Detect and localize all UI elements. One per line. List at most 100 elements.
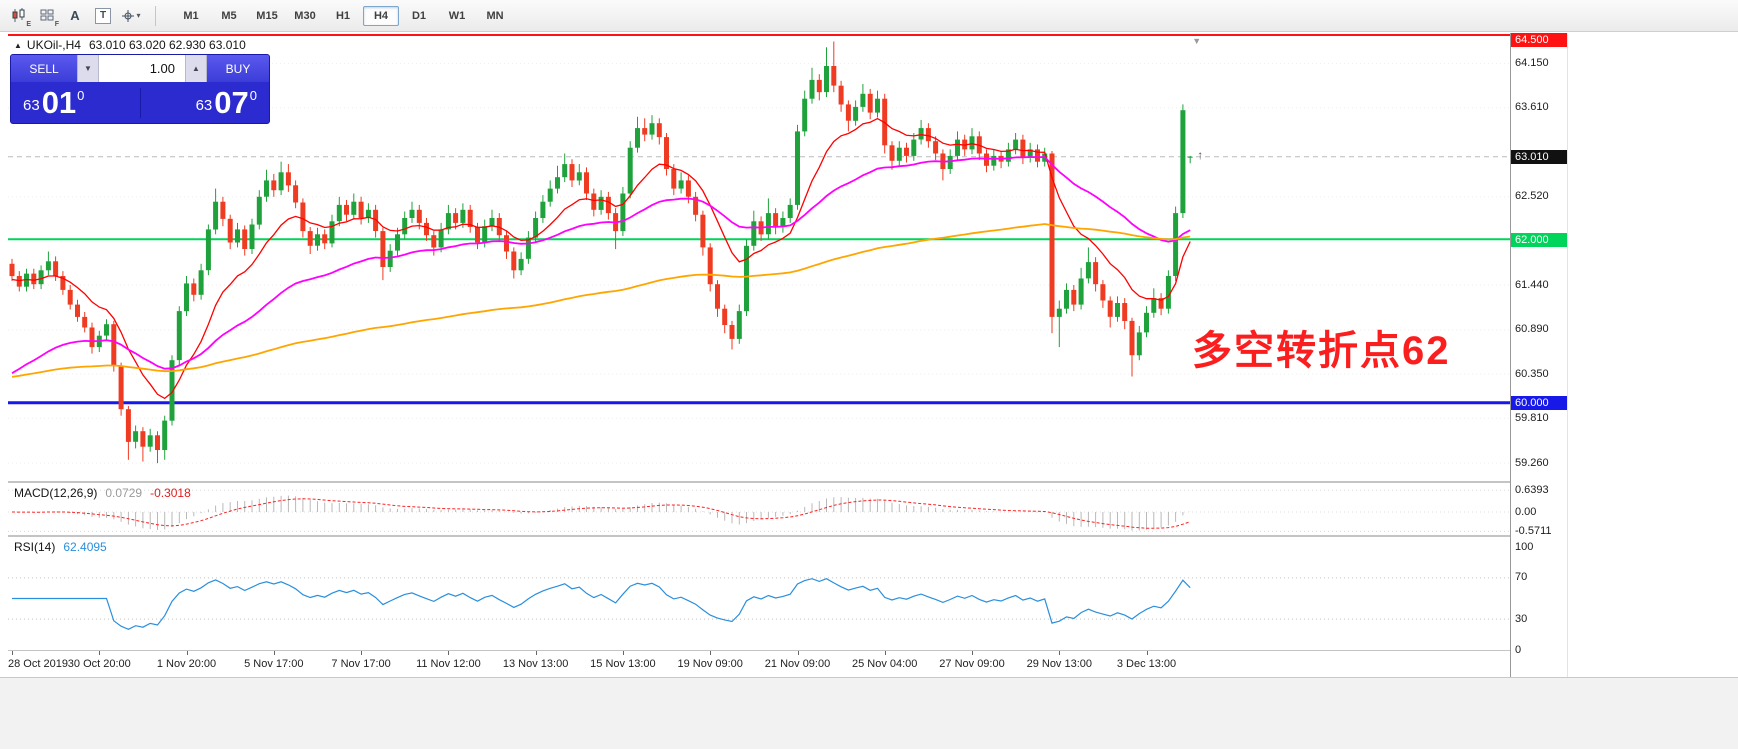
price-tick: 61.440 [1515,278,1549,291]
bid-fraction: 0 [77,88,85,103]
price-badge: 60.000 [1511,396,1568,411]
time-label: 7 Nov 17:00 [331,658,391,670]
rsi-panel[interactable] [8,537,1510,650]
bid-ask-row: 63 01 0 63 07 0 [11,82,269,123]
bid-big-figure: 63 [23,97,40,114]
time-label: 15 Nov 13:00 [590,658,656,670]
macd-canvas[interactable] [8,483,1510,535]
macd-panel[interactable] [8,483,1510,535]
tf-button-w1[interactable]: W1 [448,9,466,22]
symbol-info-line: ▲ UKOil-,H4 63.010 63.020 62.930 63.010 [14,38,246,52]
rsi-title: RSI(14) [14,540,56,554]
ma-slow-line [11,223,1191,378]
time-tick [884,651,886,655]
grid-icon[interactable]: F [34,4,60,28]
rsi-scale-tick: 100 [1515,540,1534,553]
time-tick [12,651,13,655]
toolbar-separator [155,5,156,26]
time-label: 13 Nov 13:00 [502,658,569,670]
bottom-empty-area [0,677,1738,749]
price-tick: 59.810 [1515,411,1549,424]
rsi-scale-tick: 30 [1515,612,1528,625]
time-tick [710,651,712,655]
volume-input[interactable] [99,55,185,82]
rsi-line [12,578,1191,630]
chevron-down-icon[interactable]: ▾ [136,11,141,20]
macd-scale-tick: 0.6393 [1515,483,1549,496]
tf-button-mn[interactable]: MN [486,9,504,22]
symbol-arrow-icon: ▲ [14,40,22,50]
volume-decrease-button[interactable]: ▼ [77,55,99,82]
ask-pips: 07 [214,85,249,120]
price-badge: 64.500 [1511,33,1568,47]
price-scale[interactable]: 64.500 64.150 63.610 63.010 62.520 62.000 61.4… [1510,33,1568,677]
tf-button-m30[interactable]: M30 [294,9,316,22]
volume-increase-button[interactable]: ▲ [185,55,207,82]
icon-sub-letter: E [26,20,31,28]
timeframe-group: M1 M5 M15 M30 H1 H4 D1 W1 MN [173,5,513,26]
rsi-canvas[interactable] [8,537,1510,650]
time-label: 5 Nov 17:00 [244,658,304,670]
macd-scale-tick: -0.5711 [1515,524,1552,537]
ma-fast-line [11,117,1191,400]
price-tick: 59.260 [1515,456,1549,469]
price-badge: 63.010 [1511,150,1568,165]
time-label: 25 Nov 04:00 [851,658,918,670]
time-label: 27 Nov 09:00 [939,658,1005,670]
time-label: 3 Dec 13:00 [1116,658,1177,670]
text-label-tool-icon[interactable]: T [90,4,116,28]
time-label: 21 Nov 09:00 [764,658,831,670]
tf-button-m5[interactable]: M5 [221,9,237,22]
crosshair-glyph [122,9,135,22]
scroll-position-icon: ▼ [1192,36,1201,46]
time-tick [972,651,973,655]
rsi-value: 62.4095 [63,540,107,554]
symbol-name: UKOil-,H4 [26,38,81,52]
macd-scale-tick: 0.00 [1515,505,1537,518]
crosshair-tool-icon[interactable]: ▾ [118,4,144,28]
price-badge: 62.000 [1511,232,1568,247]
time-tick [622,651,624,655]
buy-button[interactable]: BUY [207,55,269,82]
font-tool-icon[interactable]: A [62,4,88,28]
time-tick [1059,651,1061,655]
tf-button-d1[interactable]: D1 [411,9,427,22]
price-tick: 60.890 [1515,323,1549,336]
panel-separator[interactable] [8,535,1567,537]
candlestick-chart-icon[interactable]: E [6,4,32,28]
ask-price-display: 63 07 0 [196,85,257,120]
time-label: 28 Oct 2019 [8,658,68,670]
macd-label: MACD(12,26,9) 0.0729 -0.3018 [14,486,199,500]
sell-button[interactable]: SELL [11,55,77,82]
price-tick: 64.150 [1515,57,1549,70]
rsi-label: RSI(14) 62.4095 [14,540,115,554]
time-label: 1 Nov 20:00 [156,658,217,670]
macd-title: MACD(12,26,9) [14,486,98,500]
ask-fraction: 0 [249,88,257,103]
macd-histogram [18,495,1191,531]
time-tick [361,651,363,655]
time-tick [797,651,799,655]
time-tick [448,651,450,655]
main-chart-canvas[interactable]: ↑▼ [8,33,1510,481]
text-letter: T [95,7,111,24]
ma-medium-line [11,156,1191,374]
rsi-scale-tick: 70 [1515,571,1528,584]
tf-button-h1[interactable]: H1 [335,9,351,22]
macd-main-value: 0.0729 [105,486,143,500]
ohlc-values: 63.010 63.020 62.930 63.010 [88,38,246,52]
font-letter: A [70,8,80,23]
toolbar: E F A T ▾ M1 M5 M15 M30 H1 H4 D1 W1 MN [0,0,1738,32]
tf-button-h4[interactable]: H4 [363,5,399,26]
panel-separator[interactable] [8,481,1567,483]
time-axis[interactable]: 28 Oct 2019 30 Oct 20:00 1 Nov 20:00 5 Nov … [0,651,1510,676]
price-pointer-icon: ↑ [1197,148,1203,162]
time-label: 11 Nov 12:00 [416,658,481,670]
time-tick [273,651,275,655]
candles-series [9,41,1193,464]
price-tick: 62.520 [1515,190,1549,203]
tf-button-m15[interactable]: M15 [256,9,278,22]
candlestick-glyph [12,8,25,22]
tf-button-m1[interactable]: M1 [183,9,199,22]
